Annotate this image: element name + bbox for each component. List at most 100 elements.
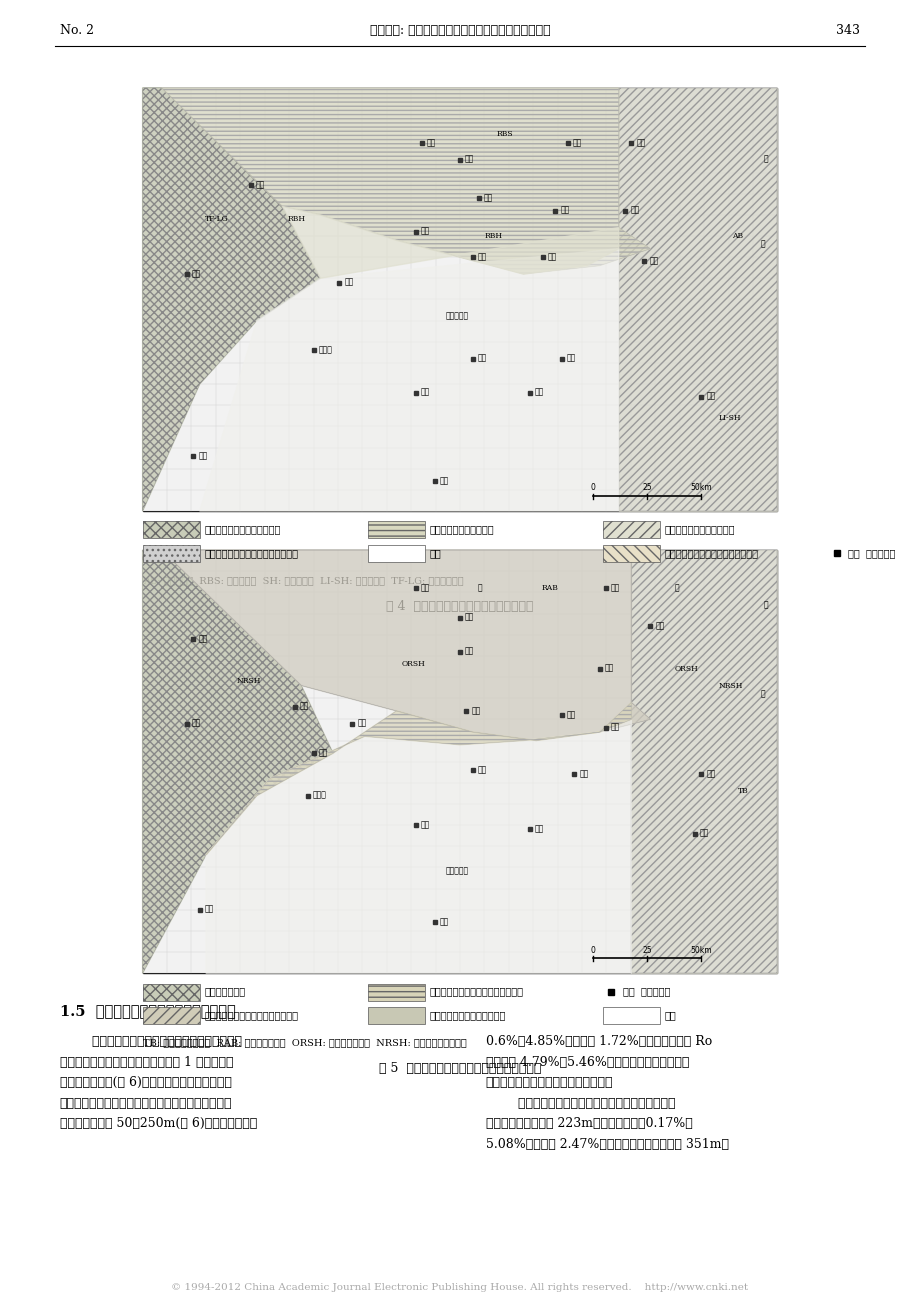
Text: 潮坪至泻湖相砂泥质白云岩及白云岩: 潮坪至泻湖相砂泥质白云岩及白云岩	[664, 549, 757, 557]
Text: 50km: 50km	[689, 483, 711, 492]
Bar	[142, 549, 777, 974]
Text: 黎平: 黎平	[706, 393, 715, 401]
Text: 桐梓: 桐梓	[465, 647, 474, 656]
Text: 务川: 务川	[610, 585, 619, 592]
Text: NRSH: NRSH	[719, 681, 743, 690]
Bar	[602, 521, 659, 539]
Text: 图 4  贵州奥陶统五峰组页岩沉积分布特征: 图 4 贵州奥陶统五峰组页岩沉积分布特征	[386, 599, 533, 612]
Text: 0: 0	[590, 483, 596, 492]
Bar	[368, 1008, 425, 1023]
Text: 思南: 思南	[604, 664, 613, 673]
Text: ORSH: ORSH	[402, 660, 425, 668]
Bar	[142, 87, 777, 510]
Text: 沿河: 沿河	[636, 139, 645, 147]
Bar	[602, 544, 659, 562]
Text: LI-SH: LI-SH	[719, 414, 741, 422]
Text: 5.08%，平均为 2.47%；中泥盆统泥页岩厚度为 351m，: 5.08%，平均为 2.47%；中泥盆统泥页岩厚度为 351m，	[485, 1138, 728, 1151]
Text: 中古陆的南面，黔南坳陷安顺一王深 1 井一线西南: 中古陆的南面，黔南坳陷安顺一王深 1 井一线西南	[60, 1056, 233, 1069]
Text: 安顺: 安顺	[420, 388, 429, 397]
Text: 生节: 生节	[357, 720, 366, 728]
Text: 部及黔西南坳陷(图 6)，属于局限台地缺氧环境沉: 部及黔西南坳陷(图 6)，属于局限台地缺氧环境沉	[60, 1077, 232, 1090]
Text: NRSH: NRSH	[236, 677, 261, 685]
Text: 六盘水: 六盘水	[319, 346, 333, 354]
Text: 习水: 习水	[465, 613, 474, 622]
Text: 离岸局限陆棚相黑色泥页岩及砂页岩: 离岸局限陆棚相黑色泥页岩及砂页岩	[204, 1012, 298, 1019]
Text: 古陆: 古陆	[664, 1012, 675, 1019]
Text: 凯里: 凯里	[566, 354, 575, 363]
Text: 湖: 湖	[763, 602, 767, 609]
Text: TF-LG: TF-LG	[205, 215, 228, 223]
Bar	[142, 984, 199, 1001]
Bar	[142, 521, 199, 539]
Text: 湖: 湖	[763, 156, 767, 164]
Polygon shape	[162, 549, 650, 741]
Text: 永善: 永善	[199, 635, 208, 643]
Text: 江口: 江口	[649, 258, 658, 266]
Text: TB: TB	[737, 788, 748, 796]
Text: AB: 缺氧盆地相  RBS: 局限盆地相  SH: 局限陆棚相  LI-SH: 储棚至滨岸  TF-LG: 潮坪至泻湖相: AB: 缺氧盆地相 RBS: 局限盆地相 SH: 局限陆棚相 LI-SH: 储棚…	[142, 575, 463, 585]
Text: 古陆: 古陆	[429, 549, 441, 557]
Text: 湄潭: 湄潭	[547, 253, 556, 262]
Text: 赫章: 赫章	[319, 749, 328, 758]
Text: 25: 25	[641, 945, 652, 954]
Text: 四: 四	[477, 585, 482, 592]
Bar	[368, 521, 425, 539]
Text: 向到南盘江坳陷为有效烃源岩分布区。: 向到南盘江坳陷为有效烃源岩分布区。	[485, 1077, 613, 1090]
Text: 滇黔桂古陆: 滇黔桂古陆	[446, 312, 469, 320]
Text: 昭通: 昭通	[192, 720, 201, 728]
Text: 凤岗: 凤岗	[560, 207, 569, 215]
Bar	[142, 521, 199, 539]
Polygon shape	[142, 87, 320, 510]
Text: 石阡: 石阡	[610, 724, 619, 732]
Text: 昭通: 昭通	[192, 270, 201, 279]
Text: 25: 25	[641, 483, 652, 492]
Bar	[368, 544, 425, 562]
Text: 册亨: 册亨	[439, 918, 448, 927]
Text: 彼节: 彼节	[344, 279, 353, 286]
Text: 贵阳: 贵阳	[477, 354, 486, 363]
Text: 图 5  贵州下志留统龙马溪组泥岩分布范围特征: 图 5 贵州下志留统龙马溪组泥岩分布范围特征	[379, 1062, 540, 1074]
Text: 安顺  地点及地名: 安顺 地点及地名	[622, 988, 669, 996]
Text: 滇黔桂古陆: 滇黔桂古陆	[446, 867, 469, 876]
Text: 局限盆地相黑色炭质页岩: 局限盆地相黑色炭质页岩	[429, 526, 494, 534]
Text: 松坎: 松坎	[465, 156, 474, 164]
Text: AB: AB	[731, 232, 742, 240]
Bar	[142, 549, 777, 974]
Text: 黔: 黔	[759, 690, 764, 698]
Text: 曲靖: 曲靖	[205, 906, 214, 914]
Polygon shape	[206, 703, 630, 854]
Bar	[368, 984, 425, 1001]
Bar	[368, 521, 425, 539]
Text: 都匀: 都匀	[534, 388, 543, 397]
Text: 0: 0	[590, 945, 596, 954]
Text: 贵州南部南盘江坳陷泥盆系烃源岩特征如下，上: 贵州南部南盘江坳陷泥盆系烃源岩特征如下，上	[485, 1096, 675, 1109]
Text: 仁怀: 仁怀	[420, 228, 429, 236]
Text: ORSH: ORSH	[674, 664, 698, 673]
Bar	[368, 984, 425, 1001]
Text: 桐梓: 桐梓	[483, 194, 493, 202]
Bar	[142, 1008, 199, 1023]
Polygon shape	[618, 87, 777, 510]
Text: RAB: RAB	[540, 585, 558, 592]
Text: TB: 中远源浅积盆地相  RAB: 局限缺氧盆地相  ORSH: 离岸局限陆棚相  NRSH: 近岸局限陆棚至滨岸: TB: 中远源浅积盆地相 RAB: 局限缺氧盆地相 ORSH: 离岸局限陆棚相 …	[142, 1039, 466, 1047]
Text: 川: 川	[674, 585, 678, 592]
Text: RBH: RBH	[483, 232, 502, 240]
Text: © 1994-2012 China Academic Journal Electronic Publishing House. All rights reser: © 1994-2012 China Academic Journal Elect…	[171, 1284, 748, 1292]
Text: 镇雄: 镇雄	[300, 703, 309, 711]
Text: 贵阳: 贵阳	[477, 766, 486, 775]
Text: 局限陆棚相黑色炭质页岩及砂质页岩: 局限陆棚相黑色炭质页岩及砂质页岩	[204, 549, 298, 557]
Text: 湄潭: 湄潭	[566, 711, 575, 719]
Text: 六盘水: 六盘水	[312, 792, 326, 799]
Text: 安顺  地点及地名: 安顺 地点及地名	[847, 549, 894, 557]
Text: 0.6%～4.85%，平均为 1.72%。有机质成熟度 Ro: 0.6%～4.85%，平均为 1.72%。有机质成熟度 Ro	[485, 1035, 711, 1048]
Text: 343: 343	[835, 25, 859, 36]
Text: 和泥灰岩厚度为 50～250m(图 6)，有机碳含量为: 和泥灰岩厚度为 50～250m(图 6)，有机碳含量为	[60, 1117, 256, 1130]
Polygon shape	[206, 719, 630, 974]
Bar	[142, 544, 199, 562]
Bar	[142, 984, 199, 1001]
Bar	[142, 1008, 199, 1023]
Text: 贵州中泥盆统罐子窑组一火烘组主要分布在黔: 贵州中泥盆统罐子窑组一火烘组主要分布在黔	[60, 1035, 242, 1048]
Text: 凯里: 凯里	[579, 771, 588, 779]
Bar	[602, 544, 659, 562]
Text: 合江: 合江	[420, 585, 429, 592]
